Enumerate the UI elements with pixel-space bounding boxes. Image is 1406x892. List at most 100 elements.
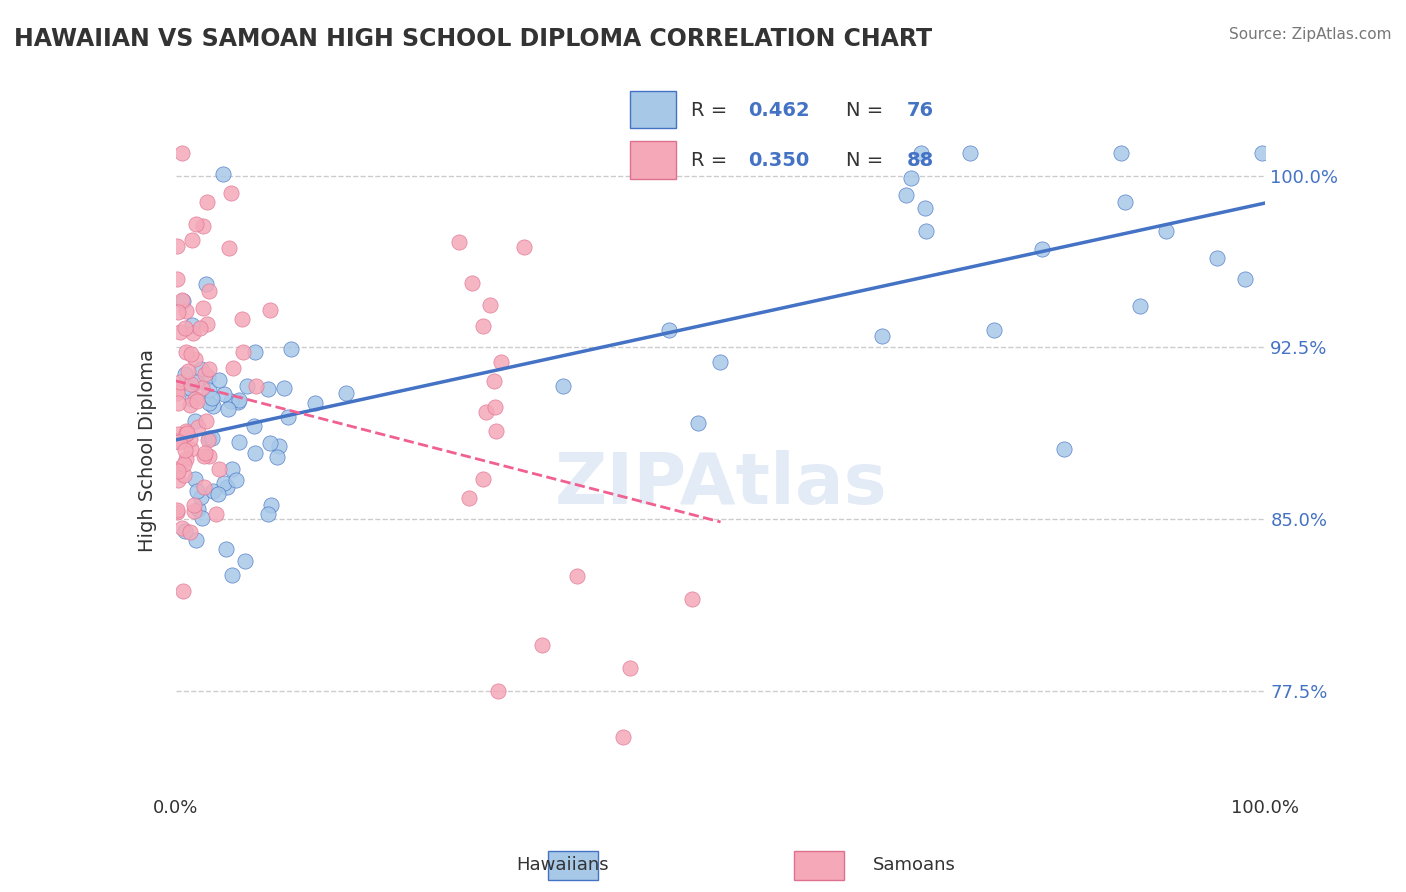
Point [181,392,204,406]
Point [201,484,224,499]
Point [256,382,278,396]
Point [335,385,357,400]
Point [658,323,681,337]
Point [208,373,231,387]
Point [191,511,214,525]
Point [195,194,218,209]
Point [167,427,190,442]
Point [167,464,190,478]
Point [221,568,243,582]
Point [183,472,205,486]
Point [914,224,936,238]
Point [198,396,221,410]
Point [197,285,219,299]
Point [198,383,221,397]
Point [174,303,197,318]
Point [894,188,917,202]
Point [243,419,266,434]
Point [277,409,299,424]
Point [186,376,208,390]
Point [567,569,589,583]
Point [166,462,188,476]
Point [266,450,288,465]
Point [191,381,214,395]
Point [551,379,574,393]
Point [176,425,198,440]
Point [449,235,471,249]
Point [226,394,249,409]
Point [169,325,191,339]
Point [174,424,197,438]
Point [243,446,266,460]
Point [267,439,290,453]
Text: ZIPAtlas: ZIPAtlas [554,450,887,519]
Point [186,394,208,409]
Text: 76: 76 [907,101,934,120]
Point [169,375,191,389]
Point [190,362,212,376]
Point [180,233,202,247]
Point [1154,224,1177,238]
Point [165,434,187,448]
Point [232,344,254,359]
Point [179,432,201,446]
Point [198,450,221,464]
Point [245,378,267,392]
Point [472,318,495,333]
Point [472,472,495,486]
Point [983,323,1005,337]
Point [179,525,201,540]
Point [179,398,201,412]
Point [184,392,207,406]
Point [193,449,215,463]
Point [195,317,218,331]
Point [186,217,208,231]
Point [180,442,202,456]
Point [166,272,188,286]
Point [233,554,256,568]
Point [205,507,228,521]
Point [1233,272,1256,286]
Point [1251,145,1274,160]
Point [174,344,197,359]
Point [183,499,205,513]
Text: HAWAIIAN VS SAMOAN HIGH SCHOOL DIPLOMA CORRELATION CHART: HAWAIIAN VS SAMOAN HIGH SCHOOL DIPLOMA C… [14,27,932,51]
Point [186,483,208,498]
Point [221,462,243,476]
Text: Source: ZipAtlas.com: Source: ZipAtlas.com [1229,27,1392,42]
Point [172,521,194,535]
Point [1128,299,1150,313]
Point [183,351,205,366]
Point [1205,252,1227,266]
Point [215,480,238,494]
Point [236,379,259,393]
Point [304,395,326,409]
Point [190,491,212,505]
Point [225,473,247,487]
Point [166,384,188,399]
Point [194,367,217,381]
Point [682,592,704,607]
Point [218,241,240,255]
Point [215,541,238,556]
Point [513,240,536,254]
Point [461,277,484,291]
Point [184,414,207,428]
Point [173,457,195,471]
Point [612,730,634,744]
Point [186,533,208,547]
Point [181,326,204,340]
Text: Hawaiians: Hawaiians [516,856,609,874]
Point [193,301,215,316]
Point [167,305,190,319]
Point [208,462,231,476]
Text: 88: 88 [907,151,935,170]
Point [228,392,250,407]
Point [174,524,197,538]
Point [198,362,221,376]
Point [212,167,235,181]
Point [1109,145,1132,160]
Point [193,219,215,234]
Text: R =: R = [690,151,734,170]
Point [201,431,224,445]
